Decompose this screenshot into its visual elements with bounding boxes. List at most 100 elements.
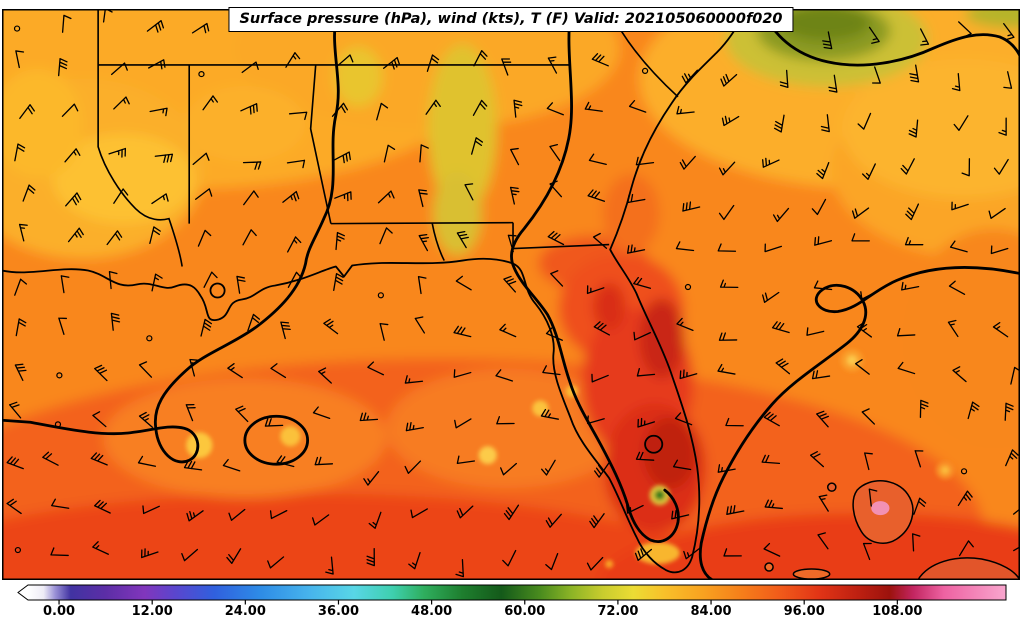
wind-barb [909, 64, 920, 83]
wind-barb [379, 323, 389, 341]
wind-barb [1005, 449, 1019, 467]
wind-barb [951, 201, 969, 211]
wind-barb [501, 58, 512, 76]
wind-barb [94, 364, 108, 382]
wind-barb [627, 244, 646, 254]
wind-barb [542, 365, 561, 376]
calm-wind-circle [198, 70, 205, 78]
colorbar-tick-label: 12.00 [131, 604, 173, 619]
wind-barb [676, 105, 695, 115]
wind-barb [288, 111, 308, 121]
wind-barb [241, 61, 259, 74]
wind-barb [267, 556, 285, 569]
wind-barb [593, 321, 611, 336]
wind-barb [856, 322, 873, 338]
wind-barb [828, 74, 838, 93]
wind-barb [404, 460, 422, 474]
wind-barb [418, 189, 428, 208]
wind-barb [186, 510, 204, 522]
wind-barb [137, 455, 157, 467]
wind-barb [545, 327, 563, 341]
wind-barb [764, 243, 783, 253]
wind-barb [775, 358, 791, 375]
temperature-spots [186, 349, 955, 569]
wind-barb [717, 243, 737, 252]
wind-barb [772, 207, 790, 223]
wind-barb [383, 56, 401, 70]
wind-barb [9, 401, 22, 419]
wind-barb [813, 280, 833, 291]
wind-barb [197, 229, 212, 247]
wind-barb [1004, 402, 1014, 421]
wind-barb [113, 96, 130, 110]
wind-barb [547, 230, 565, 246]
wind-barb [189, 358, 199, 377]
wind-barb [634, 548, 653, 561]
wind-barb [820, 114, 830, 133]
wind-barb [633, 276, 652, 289]
wind-barb [495, 369, 514, 382]
wind-barb [142, 505, 160, 515]
wind-barb [868, 26, 880, 44]
wind-barb [92, 541, 110, 555]
wind-barb [111, 62, 128, 76]
wind-barb [587, 189, 606, 202]
wind-barb [1013, 546, 1020, 552]
wind-barb [314, 456, 334, 466]
wind-barb [183, 460, 203, 471]
wind-barb [1012, 508, 1020, 515]
wind-barb [359, 412, 379, 422]
wind-barb [331, 102, 349, 117]
wind-barb [762, 157, 780, 168]
wind-barb [408, 551, 421, 570]
wind-barb [509, 186, 520, 205]
wind-barb [913, 497, 927, 515]
wind-barb [817, 532, 829, 550]
wind-barb [674, 412, 693, 426]
wind-barb [42, 451, 59, 466]
wind-barb [904, 236, 924, 246]
colorbar-tick-label: 36.00 [317, 604, 360, 619]
wind-barb [453, 325, 472, 338]
wind-barb [285, 52, 301, 68]
colorbar-tick-label: 108.00 [872, 604, 923, 619]
wind-barb [682, 201, 701, 212]
wind-barb [195, 188, 213, 200]
wind-barb [545, 552, 559, 571]
calm-wind-circle [641, 67, 649, 74]
wind-barb [287, 236, 302, 253]
map-svg [2, 9, 1020, 580]
wind-barb [61, 103, 79, 117]
wind-barbs [6, 9, 1020, 578]
wind-barb [425, 99, 441, 115]
wind-barb [419, 144, 429, 163]
wind-barb [998, 117, 1007, 136]
wind-barb [952, 366, 967, 383]
wind-barb [914, 450, 924, 468]
wind-barb [500, 462, 518, 476]
calm-wind-circle [56, 372, 63, 379]
wind-barb [270, 363, 287, 379]
wind-barb [851, 207, 870, 219]
wind-barb [503, 504, 520, 521]
wind-barb [333, 272, 344, 292]
wind-barb [675, 241, 695, 252]
wind-barb [900, 158, 915, 175]
wind-barb [242, 229, 257, 246]
wind-barb [586, 556, 604, 571]
wind-barb [908, 119, 919, 138]
wind-barb [64, 148, 81, 163]
wind-barb [151, 193, 169, 205]
wind-barb [588, 153, 607, 165]
wind-barb [138, 361, 153, 378]
wind-barb [147, 59, 166, 70]
wind-barb [366, 548, 375, 567]
wind-barb [868, 488, 878, 507]
wind-barb [958, 540, 974, 557]
wind-barb [627, 193, 646, 204]
wind-barb [546, 102, 564, 116]
wind-barb [951, 73, 961, 92]
wind-barb [414, 316, 426, 334]
coastline [2, 9, 748, 574]
wind-barb [227, 363, 243, 379]
